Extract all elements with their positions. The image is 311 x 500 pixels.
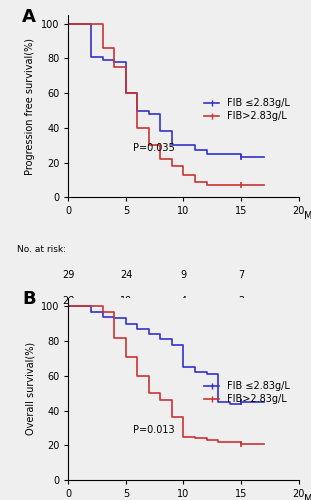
Text: 19: 19	[120, 296, 132, 306]
Text: 24: 24	[120, 270, 132, 280]
Text: 4: 4	[180, 296, 187, 306]
Text: B: B	[22, 290, 36, 308]
Text: 28: 28	[62, 296, 75, 306]
Text: Months: Months	[304, 494, 311, 500]
Legend: FIB ≤2.83g/L, FIB>2.83g/L: FIB ≤2.83g/L, FIB>2.83g/L	[202, 96, 291, 124]
Text: P=0.035: P=0.035	[133, 142, 174, 152]
Text: 29: 29	[62, 270, 75, 280]
Text: 9: 9	[180, 270, 187, 280]
Y-axis label: Overall survival(%): Overall survival(%)	[26, 342, 35, 436]
Text: Months: Months	[304, 211, 311, 221]
Legend: FIB ≤2.83g/L, FIB>2.83g/L: FIB ≤2.83g/L, FIB>2.83g/L	[202, 379, 291, 406]
Text: P=0.013: P=0.013	[133, 426, 174, 436]
Y-axis label: Progression free survival(%): Progression free survival(%)	[26, 38, 35, 174]
Text: 2: 2	[238, 296, 244, 306]
Text: A: A	[22, 8, 36, 26]
Text: No. at risk:: No. at risk:	[17, 245, 66, 254]
Text: 7: 7	[238, 270, 244, 280]
